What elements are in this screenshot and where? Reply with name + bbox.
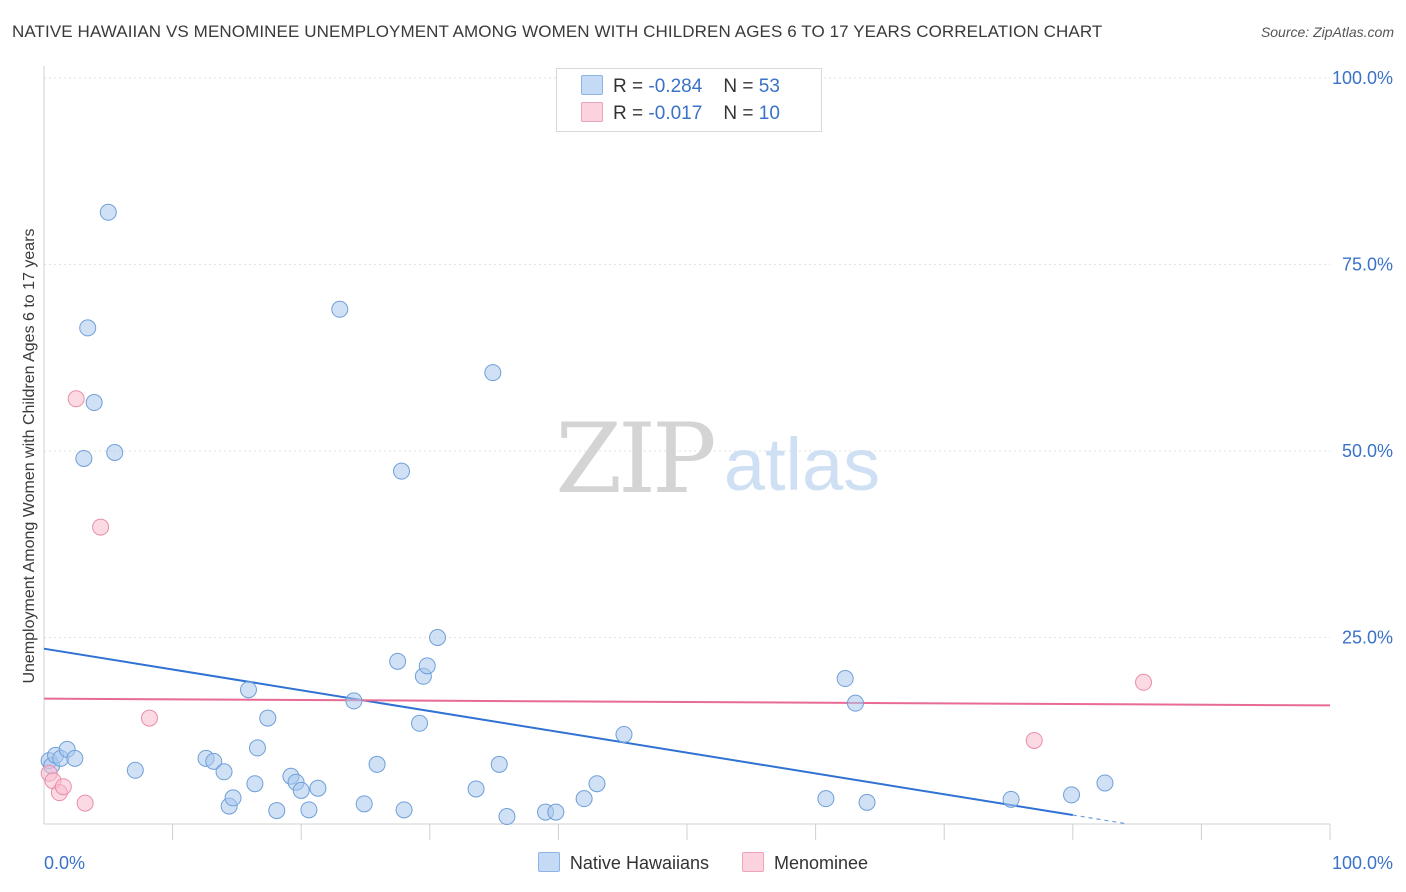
legend-item-native-hawaiians: Native Hawaiians (537, 852, 709, 874)
point-menominee (1135, 673, 1153, 691)
watermark-zip: ZIP (555, 403, 714, 515)
chart-source: Source: ZipAtlas.com (1260, 24, 1394, 40)
point-native-hawaiians (106, 443, 124, 461)
point-native-hawaiians (1063, 786, 1081, 804)
point-native-hawaiians (817, 790, 835, 808)
point-menominee (92, 518, 110, 536)
point-native-hawaiians (1002, 790, 1020, 808)
point-native-hawaiians (239, 681, 257, 699)
point-native-hawaiians (259, 709, 277, 727)
legend-item-menominee: Menominee (742, 852, 868, 874)
point-native-hawaiians (331, 300, 349, 318)
point-native-hawaiians (858, 793, 876, 811)
point-native-hawaiians (292, 781, 310, 799)
legend-row-native-hawaiians: R = -0.284 N = 53 (581, 75, 780, 99)
axes (43, 66, 1331, 840)
series-legend: Native Hawaiians Menominee (0, 852, 1406, 874)
legend-swatch-pink (742, 852, 764, 872)
point-native-hawaiians (395, 801, 413, 819)
point-native-hawaiians (205, 752, 223, 770)
watermark-atlas: atlas (724, 423, 880, 506)
point-native-hawaiians (66, 749, 84, 767)
watermark: ZIP atlas (555, 403, 880, 515)
point-native-hawaiians (467, 780, 485, 798)
point-native-hawaiians (418, 657, 436, 675)
point-menominee (67, 390, 85, 408)
point-native-hawaiians (300, 801, 318, 819)
legend-row-menominee: R = -0.017 N = 10 (581, 102, 780, 126)
correlation-legend: R = -0.284 N = 53 R = -0.017 N = 10 (556, 68, 822, 132)
y-tick-label: 25.0% (1342, 628, 1393, 648)
legend-swatch-blue (581, 75, 603, 95)
legend-n-label: N = (723, 103, 754, 124)
point-native-hawaiians (389, 652, 407, 670)
legend-r-value: -0.284 (648, 76, 703, 97)
chart-title: NATIVE HAWAIIAN VS MENOMINEE UNEMPLOYMEN… (12, 22, 1103, 41)
legend-label-menominee: Menominee (774, 853, 869, 873)
point-native-hawaiians (575, 790, 593, 808)
point-native-hawaiians (79, 319, 97, 337)
tick-labels: 25.0% 50.0% 75.0% 100.0% 0.0% 100.0% (44, 68, 1393, 873)
point-menominee (76, 794, 94, 812)
point-native-hawaiians (429, 629, 447, 646)
data-points (40, 203, 1153, 826)
point-native-hawaiians (368, 755, 386, 773)
x-tick-label: 0.0% (44, 853, 85, 873)
point-native-hawaiians (498, 808, 516, 826)
point-native-hawaiians (1096, 774, 1114, 792)
y-tick-label: 50.0% (1342, 441, 1393, 461)
x-tick-label: 100.0% (1332, 853, 1393, 873)
point-native-hawaiians (846, 694, 864, 712)
point-native-hawaiians (490, 755, 508, 773)
gridlines (44, 77, 1330, 638)
point-native-hawaiians (588, 775, 606, 793)
point-native-hawaiians (836, 670, 854, 688)
point-menominee (54, 778, 72, 796)
point-native-hawaiians (268, 802, 286, 820)
point-menominee (140, 709, 158, 727)
legend-n-value: 53 (758, 76, 780, 97)
point-native-hawaiians (248, 739, 266, 757)
legend-r-label: R = (613, 103, 644, 124)
legend-swatch-blue (537, 852, 560, 872)
y-axis-label: Unemployment Among Women with Children A… (21, 228, 38, 684)
legend-swatch-pink (581, 102, 603, 122)
point-native-hawaiians (615, 725, 633, 743)
y-tick-label: 100.0% (1332, 68, 1393, 88)
legend-r-value: -0.017 (648, 103, 703, 124)
point-native-hawaiians (355, 795, 373, 813)
point-native-hawaiians (309, 779, 327, 797)
point-native-hawaiians (345, 692, 363, 710)
trend-line-extension (1072, 814, 1125, 824)
point-menominee (1025, 731, 1043, 749)
legend-n-value: 10 (758, 103, 780, 124)
point-native-hawaiians (393, 462, 411, 480)
point-native-hawaiians (411, 714, 429, 732)
y-tick-label: 75.0% (1342, 255, 1393, 275)
point-native-hawaiians (85, 394, 103, 412)
point-native-hawaiians (126, 761, 144, 779)
legend-r-label: R = (613, 76, 644, 97)
point-native-hawaiians (484, 364, 502, 382)
legend-label-native-hawaiians: Native Hawaiians (569, 853, 709, 873)
trend-line-menominee (43, 697, 1331, 707)
point-native-hawaiians (75, 449, 93, 467)
point-native-hawaiians (547, 803, 565, 821)
point-native-hawaiians (99, 203, 117, 221)
trend-lines (43, 647, 1331, 824)
point-native-hawaiians (215, 763, 233, 781)
point-native-hawaiians (224, 789, 242, 807)
point-native-hawaiians (246, 775, 264, 793)
legend-n-label: N = (723, 76, 754, 97)
trend-line-native-hawaiians (43, 647, 1073, 817)
